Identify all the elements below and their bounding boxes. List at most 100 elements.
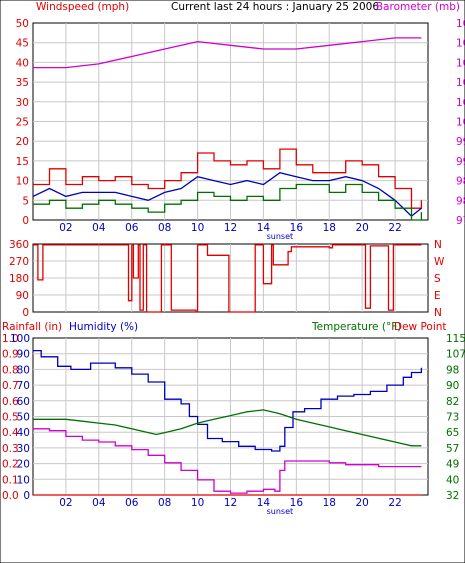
series-line xyxy=(33,409,422,447)
x-tick-label: 04 xyxy=(92,497,106,509)
barometer-tick-label: 980 xyxy=(456,195,465,207)
humidity-tick-label: 80 xyxy=(17,364,30,376)
temperature-tick-label: 82 xyxy=(446,396,459,408)
x-tick-label: 08 xyxy=(158,222,171,234)
humidity-tick-label: 30 xyxy=(17,443,30,455)
wind-barometer-panel: 0510152025303540455097598098699199610021… xyxy=(16,18,465,241)
temperature-tick-label: 98 xyxy=(446,364,459,376)
x-tick-label: 20 xyxy=(355,222,368,234)
series-line xyxy=(33,37,422,69)
temperature-tick-label: 115 xyxy=(446,333,465,345)
compass-tick-label: N xyxy=(434,307,442,319)
rainfall-tick-label: 0.6 xyxy=(2,396,19,408)
series-line xyxy=(33,349,423,452)
temperature-tick-label: 57 xyxy=(446,443,459,455)
windspeed-tick-label: 0 xyxy=(22,215,29,227)
temperature-tick-label: 73 xyxy=(446,412,459,424)
compass-tick-label: W xyxy=(434,256,445,268)
windspeed-tick-label: 25 xyxy=(16,117,29,129)
series-line xyxy=(32,171,422,217)
direction-tick-label: 0 xyxy=(22,307,29,319)
rainfall-tick-label: 0.4 xyxy=(2,427,19,439)
x-tick-label: 22 xyxy=(388,497,401,509)
x-tick-label: 08 xyxy=(158,497,171,509)
direction-tick-label: 270 xyxy=(9,256,29,268)
x-tick-label: 12 xyxy=(224,497,237,509)
windspeed-tick-label: 35 xyxy=(16,77,29,89)
barometer-tick-label: 1017 xyxy=(456,57,465,69)
series-line xyxy=(33,148,423,209)
temperature-label: Temperature (°F) xyxy=(311,321,401,333)
rainfall-tick-label: 0.5 xyxy=(2,412,19,424)
windspeed-tick-label: 50 xyxy=(16,18,29,30)
windspeed-tick-label: 10 xyxy=(16,176,29,188)
chart-title: Current last 24 hours : January 25 2006 xyxy=(171,1,379,13)
compass-tick-label: E xyxy=(434,290,441,302)
humidity-tick-label: 100 xyxy=(10,333,30,345)
direction-tick-label: 90 xyxy=(16,290,29,302)
series-line xyxy=(33,183,423,221)
rainfall-tick-label: 0.1 xyxy=(2,474,19,486)
temperature-tick-label: 49 xyxy=(446,459,459,471)
x-tick-label: 06 xyxy=(125,222,139,234)
windspeed-tick-label: 5 xyxy=(22,195,29,207)
x-tick-label: 18 xyxy=(323,222,336,234)
temperature-tick-label: 90 xyxy=(446,380,459,392)
barometer-label: Barometer (mb) xyxy=(376,1,460,13)
x-tick-label: 20 xyxy=(355,497,368,509)
series-line xyxy=(33,428,422,494)
barometer-tick-label: 1023 xyxy=(456,38,465,50)
compass-tick-label: N xyxy=(434,239,442,251)
barometer-tick-label: 975 xyxy=(456,215,465,227)
rainfall-tick-label: 0.2 xyxy=(2,459,19,471)
x-tick-label: 10 xyxy=(191,497,204,509)
x-tick-label: 18 xyxy=(323,497,336,509)
temperature-tick-label: 40 xyxy=(446,474,459,486)
humidity-temperature-panel: 0.0 0.1 0.2 0.3 0.4 0.5 0.6 0.7 0.8 0.9 1.0 0 10 20 30… xyxy=(2,333,465,516)
x-tick-label: 02 xyxy=(59,222,72,234)
windspeed-label: Windspeed (mph) xyxy=(36,1,129,13)
rainfall-tick-label: 0.0 xyxy=(2,490,19,502)
x-tick-label: 14 xyxy=(257,497,271,509)
x-tick-label: 16 xyxy=(290,497,304,509)
x-tick-label: 04 xyxy=(92,222,106,234)
barometer-tick-label: 986 xyxy=(456,176,465,188)
compass-tick-label: S xyxy=(434,273,441,285)
x-tick-label: 22 xyxy=(388,222,401,234)
rainfall-tick-label: 0.7 xyxy=(2,380,19,392)
humidity-tick-label: 50 xyxy=(17,412,30,424)
humidity-tick-label: 60 xyxy=(17,396,30,408)
sunset-annotation: sunset xyxy=(267,232,294,241)
temperature-tick-label: 65 xyxy=(446,427,459,439)
sunset-annotation: sunset xyxy=(267,507,294,516)
dewpoint-label: Dew Point xyxy=(394,321,447,333)
windspeed-tick-label: 15 xyxy=(16,156,29,168)
humidity-tick-label: 0 xyxy=(23,490,30,502)
windspeed-tick-label: 30 xyxy=(16,97,29,109)
x-tick-label: 06 xyxy=(125,497,139,509)
humidity-tick-label: 90 xyxy=(17,349,30,361)
windspeed-tick-label: 45 xyxy=(16,38,29,50)
barometer-tick-label: 996 xyxy=(456,136,465,148)
windspeed-tick-label: 20 xyxy=(16,136,29,148)
humidity-tick-label: 40 xyxy=(17,427,30,439)
rainfall-tick-label: 0.9 xyxy=(2,349,19,361)
humidity-label: Humidity (%) xyxy=(69,321,138,333)
temperature-tick-label: 107 xyxy=(446,349,465,361)
windspeed-tick-label: 40 xyxy=(16,57,29,69)
rainfall-tick-label: 1.0 xyxy=(2,333,19,345)
humidity-tick-label: 10 xyxy=(17,474,30,486)
direction-tick-label: 360 xyxy=(9,239,29,251)
x-tick-label: 10 xyxy=(191,222,204,234)
humidity-tick-label: 70 xyxy=(17,380,30,392)
rainfall-label: Rainfall (in) xyxy=(2,321,62,333)
x-tick-label: 12 xyxy=(224,222,237,234)
x-tick-label: 16 xyxy=(290,222,304,234)
x-tick-label: 14 xyxy=(257,222,271,234)
humidity-tick-label: 20 xyxy=(17,459,30,471)
temperature-tick-label: 32 xyxy=(446,490,459,502)
direction-tick-label: 180 xyxy=(9,273,29,285)
